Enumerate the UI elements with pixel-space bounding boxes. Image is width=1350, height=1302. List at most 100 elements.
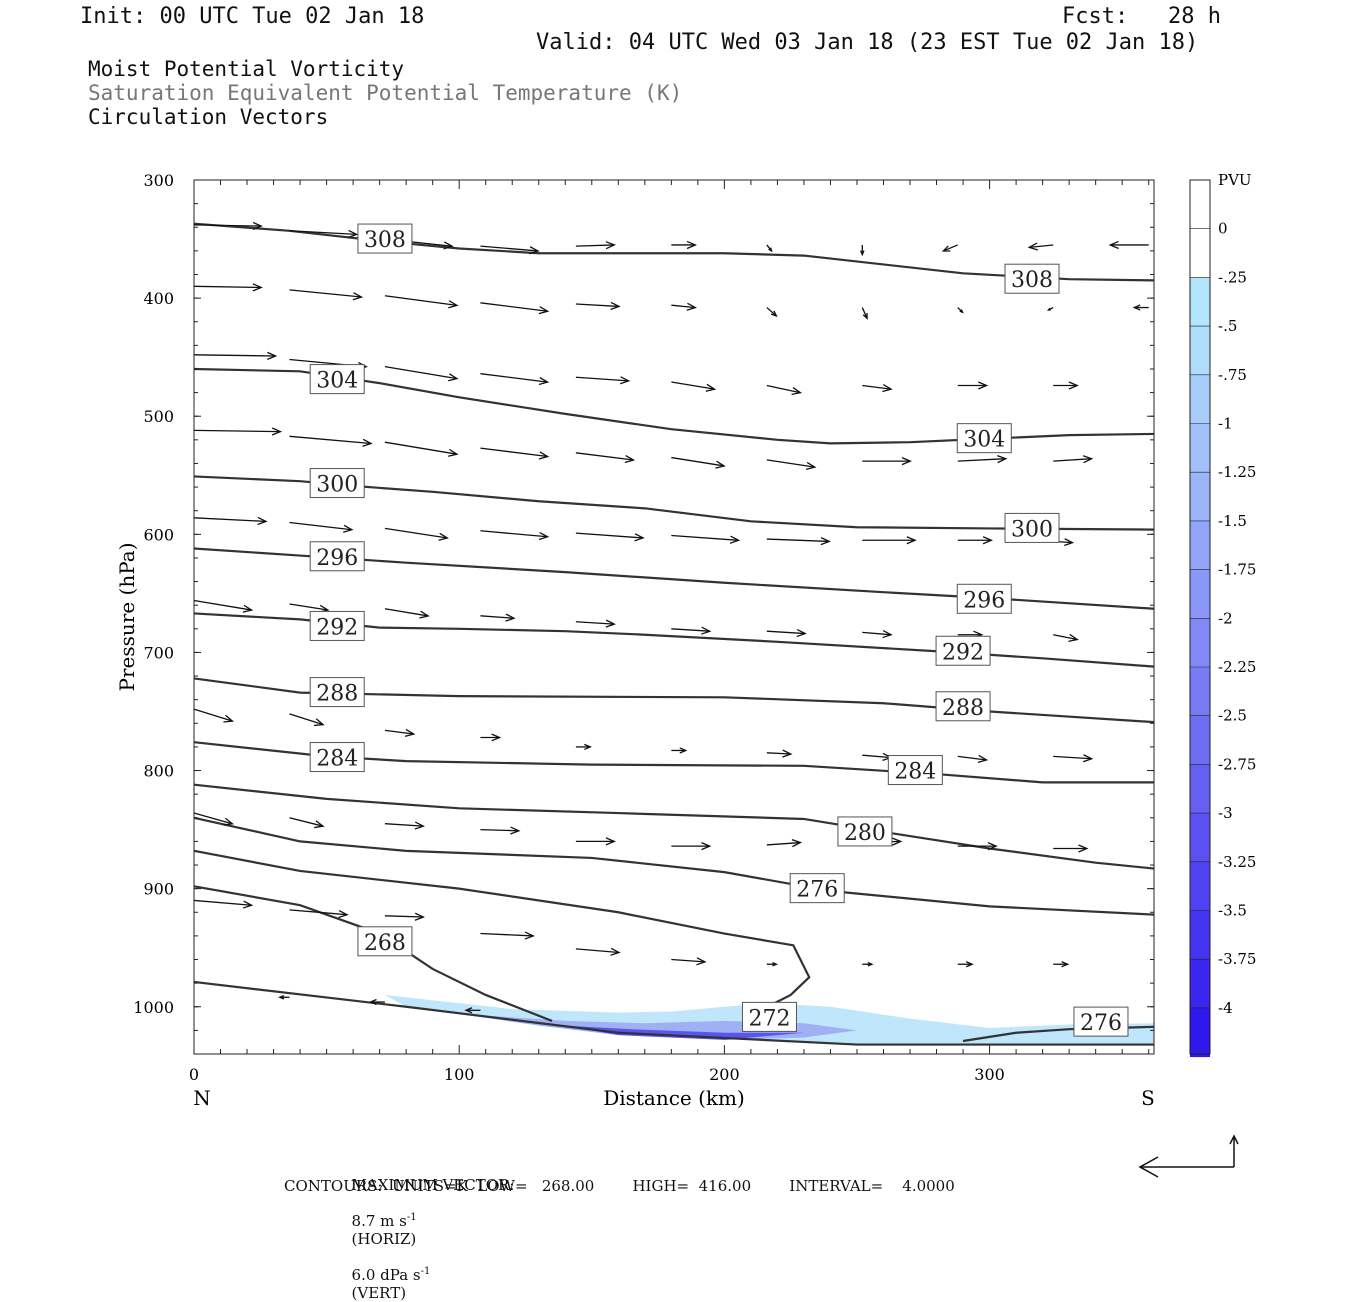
colorbar-swatch: [1190, 520, 1210, 571]
vector-head: [867, 961, 874, 967]
vector-head: [605, 619, 616, 628]
circulation-vector: [766, 459, 817, 470]
vector-shaft: [480, 530, 548, 538]
vector-shaft: [480, 373, 548, 383]
vector-shaft: [862, 754, 892, 759]
circulation-vector: [480, 373, 550, 386]
vector-head: [419, 610, 430, 619]
contour-label-308: 308: [357, 223, 413, 254]
contour-label-296: 296: [956, 583, 1012, 614]
vector-shaft: [575, 376, 629, 382]
vector-shaft: [575, 303, 620, 308]
vector-shaft: [289, 230, 357, 236]
vector-head: [715, 460, 726, 469]
circulation-vector: [861, 307, 868, 320]
vector-head: [242, 604, 254, 613]
colorbar-swatch: [1190, 667, 1210, 717]
vector-head: [338, 909, 349, 919]
contour-label-308: 308: [1004, 263, 1060, 294]
contour-label-276: 276: [789, 873, 845, 904]
vector-shaft: [957, 755, 987, 761]
colorbar-label: -3.25: [1218, 853, 1256, 871]
title-vectors: Circulation Vectors: [88, 105, 329, 129]
vector-head: [252, 283, 263, 292]
circulation-vector: [860, 244, 865, 257]
contour-label-box: [887, 755, 943, 786]
circulation-vector: [957, 754, 989, 764]
contour-label-box: [1004, 263, 1060, 294]
contour-label-text: 276: [796, 878, 838, 903]
circulation-vector: [862, 384, 893, 393]
vector-shaft: [384, 527, 448, 539]
circulation-vector: [480, 826, 521, 835]
contour-label-box: [837, 816, 893, 847]
circulation-vector: [1053, 381, 1079, 390]
vector-shaft: [671, 534, 739, 541]
vector-head: [538, 306, 550, 315]
circulation-vector: [1027, 242, 1054, 251]
vector-head: [791, 387, 803, 396]
contour-label-292: 292: [935, 635, 991, 666]
vector-shaft: [671, 456, 725, 467]
vector-shaft: [766, 752, 791, 755]
circulation-vector: [766, 749, 793, 758]
circulation-vector: [941, 244, 959, 252]
vector-head: [223, 817, 235, 826]
x-tick-label: 100: [444, 1065, 475, 1084]
colorbar-label: -.75: [1218, 366, 1247, 384]
contour-label-text: 300: [1011, 517, 1053, 542]
vector-head: [686, 302, 698, 311]
vector-shaft: [862, 384, 892, 390]
vector-head: [982, 536, 994, 545]
vector-head: [267, 351, 278, 360]
contour-line-280: [193, 783, 1155, 870]
vector-head: [1064, 538, 1075, 547]
horiz-unit: (HORIZ): [351, 1230, 417, 1248]
contour-label-box: [309, 677, 365, 708]
contour-label-text: 288: [316, 682, 358, 707]
circulation-vector: [1132, 304, 1149, 311]
vert-value: 6.0 dPa s: [351, 1266, 421, 1284]
circulation-vector: [1053, 754, 1094, 763]
vector-shaft: [1053, 755, 1092, 760]
vector-head: [820, 537, 831, 546]
horiz-value: 8.7 m s: [351, 1212, 407, 1230]
colorbar-swatch: [1190, 861, 1210, 911]
contour-label-box: [935, 635, 991, 666]
vector-head: [524, 931, 535, 940]
colorbar-frame: [1189, 179, 1211, 1055]
colorbar-swatch: [1190, 764, 1210, 814]
y-tick-label: 1000: [133, 998, 174, 1017]
circulation-vector: [766, 961, 779, 967]
circulation-vector: [862, 456, 912, 466]
vector-head: [414, 821, 426, 830]
circulation-vector: [671, 456, 726, 469]
vector-head: [1078, 844, 1089, 853]
vector-shaft: [480, 447, 548, 458]
contour-label-284: 284: [309, 742, 365, 773]
contour-label-text: 280: [844, 821, 886, 846]
vector-shaft: [384, 365, 458, 380]
contour-label-text: 300: [316, 473, 358, 498]
colorbar-label: -.5: [1218, 317, 1237, 335]
colorbar-swatch: [1190, 472, 1210, 522]
title-mpv: Moist Potential Vorticity: [88, 57, 405, 81]
vector-shaft: [193, 354, 276, 357]
contour-label-304: 304: [309, 364, 365, 395]
colorbar-label: -2.25: [1218, 658, 1256, 676]
y-tick-label: 300: [143, 171, 174, 190]
vector-head: [352, 292, 364, 301]
vector-shaft: [671, 381, 715, 390]
vector-head: [491, 733, 502, 742]
vector-head: [959, 309, 964, 314]
vector-shaft: [957, 458, 1006, 462]
north-label: N: [193, 1086, 211, 1110]
contour-label-304: 304: [956, 423, 1012, 454]
reference-vector-icon: [1138, 1134, 1239, 1178]
vector-head: [768, 247, 773, 253]
circulation-vector: [384, 441, 459, 457]
vector-shaft: [289, 603, 328, 611]
circulation-vector: [957, 307, 964, 314]
contour-label-text: 268: [364, 931, 406, 956]
vector-head: [965, 961, 974, 968]
